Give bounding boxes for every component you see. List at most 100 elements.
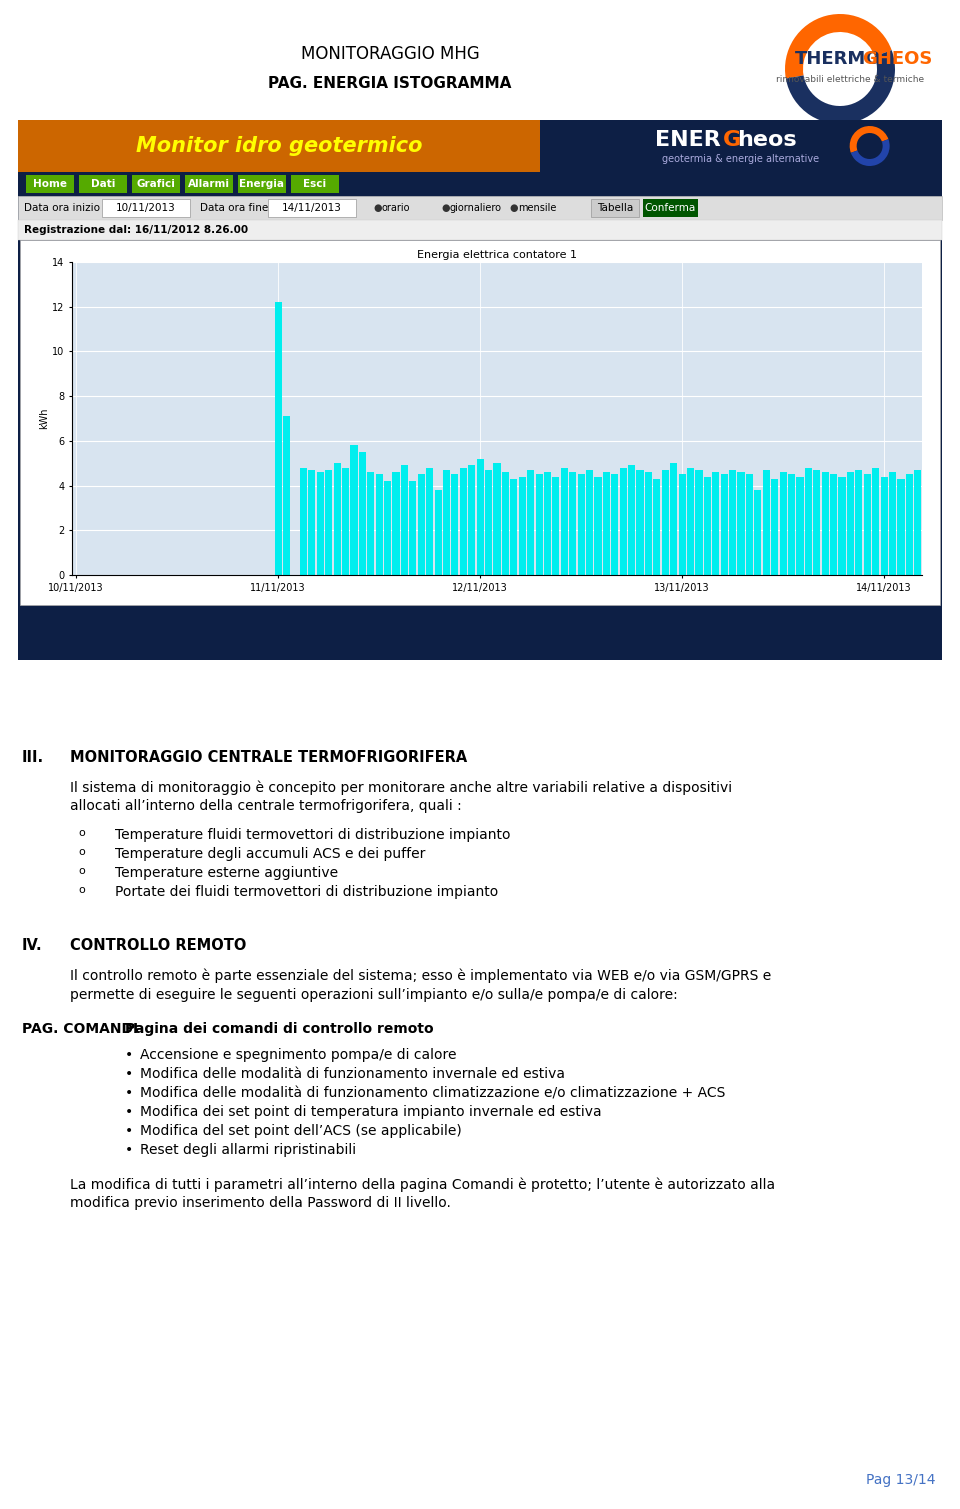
Bar	[569, 472, 576, 575]
Wedge shape	[786, 50, 895, 124]
Bar	[527, 469, 535, 575]
Bar	[813, 469, 821, 575]
Text: Data ora inizio: Data ora inizio	[24, 204, 100, 213]
Text: La modifica di tutti i parametri all’interno della pagina Comandi è protetto; l’: La modifica di tutti i parametri all’int…	[70, 1177, 775, 1192]
Bar	[185, 175, 233, 193]
Bar	[401, 465, 408, 575]
Bar	[771, 478, 779, 575]
Text: Allarmi: Allarmi	[188, 180, 230, 189]
Text: Conferma: Conferma	[644, 204, 696, 213]
Bar	[291, 175, 339, 193]
Text: Modifica delle modalità di funzionamento invernale ed estiva: Modifica delle modalità di funzionamento…	[140, 1067, 565, 1082]
Text: MONITORAGGIO CENTRALE TERMOFRIGORIFERA: MONITORAGGIO CENTRALE TERMOFRIGORIFERA	[70, 750, 468, 765]
Bar	[591, 199, 639, 217]
Bar	[619, 468, 627, 575]
Text: PAG. COMANDI: PAG. COMANDI	[22, 1022, 138, 1035]
Bar	[375, 474, 383, 575]
Text: •: •	[125, 1105, 133, 1120]
Text: Monitor idro geotermico: Monitor idro geotermico	[135, 136, 422, 155]
Bar	[830, 474, 837, 575]
Text: GHEOS: GHEOS	[862, 50, 932, 68]
Bar	[586, 469, 593, 575]
Text: •: •	[125, 1049, 133, 1062]
Text: •: •	[125, 1124, 133, 1138]
Text: Esci: Esci	[303, 180, 326, 189]
Bar	[704, 477, 711, 575]
Text: geotermia & energie alternative: geotermia & energie alternative	[662, 154, 820, 164]
Text: rinnovabili elettriche & termiche: rinnovabili elettriche & termiche	[776, 74, 924, 83]
Text: G: G	[723, 130, 741, 149]
Bar	[493, 463, 500, 575]
Bar	[612, 474, 618, 575]
Text: ●: ●	[441, 204, 449, 213]
Bar	[393, 472, 399, 575]
Text: Il sistema di monitoraggio è concepito per monitorare anche altre variabili rela: Il sistema di monitoraggio è concepito p…	[70, 780, 732, 795]
Text: Home: Home	[33, 180, 67, 189]
Bar	[822, 472, 828, 575]
Bar	[26, 175, 74, 193]
Text: THERMO: THERMO	[795, 50, 881, 68]
Bar	[435, 490, 442, 575]
Title: Energia elettrica contatore 1: Energia elettrica contatore 1	[417, 250, 577, 260]
Bar	[864, 474, 871, 575]
Text: ●: ●	[509, 204, 517, 213]
Bar	[350, 445, 357, 575]
Text: modifica previo inserimento della Password di II livello.: modifica previo inserimento della Passwo…	[70, 1197, 451, 1210]
Bar	[721, 474, 728, 575]
Bar	[755, 490, 761, 575]
Bar	[333, 463, 341, 575]
Text: heos: heos	[737, 130, 797, 149]
Bar	[300, 468, 307, 575]
Wedge shape	[785, 14, 892, 78]
Bar	[317, 472, 324, 575]
Text: ●: ●	[373, 204, 381, 213]
Bar	[342, 468, 349, 575]
Text: o: o	[78, 866, 84, 875]
Text: Dati: Dati	[91, 180, 115, 189]
Text: Tabella: Tabella	[597, 204, 634, 213]
Text: MONITORAGGIO MHG: MONITORAGGIO MHG	[300, 45, 479, 63]
Bar	[102, 199, 190, 217]
Bar	[661, 469, 669, 575]
Bar	[367, 472, 374, 575]
Bar	[384, 481, 391, 575]
Text: Portate dei fluidi termovettori di distribuzione impianto: Portate dei fluidi termovettori di distr…	[115, 884, 498, 899]
Text: Data ora fine: Data ora fine	[200, 204, 268, 213]
Text: Il controllo remoto è parte essenziale del sistema; esso è implementato via WEB : Il controllo remoto è parte essenziale d…	[70, 969, 771, 982]
Bar	[460, 468, 467, 575]
Bar	[804, 468, 812, 575]
Bar	[443, 469, 450, 575]
Bar	[518, 477, 526, 575]
Bar	[268, 199, 356, 217]
Bar	[426, 468, 433, 575]
Text: Registrazione dal: 16/11/2012 8.26.00: Registrazione dal: 16/11/2012 8.26.00	[24, 225, 248, 235]
Bar	[855, 469, 862, 575]
Bar	[628, 465, 636, 575]
Bar	[283, 416, 290, 575]
Bar	[359, 453, 366, 575]
Text: Modifica delle modalità di funzionamento climatizzazione e/o climatizzazione + A: Modifica delle modalità di funzionamento…	[140, 1086, 726, 1100]
Bar	[797, 477, 804, 575]
Text: Pagina dei comandi di controllo remoto: Pagina dei comandi di controllo remoto	[125, 1022, 434, 1035]
Text: Energia: Energia	[239, 180, 284, 189]
Bar	[712, 472, 719, 575]
Bar	[729, 469, 736, 575]
Bar	[847, 472, 854, 575]
Bar	[468, 465, 475, 575]
Text: Modifica dei set point di temperatura impianto invernale ed estiva: Modifica dei set point di temperatura im…	[140, 1105, 602, 1120]
Bar	[788, 474, 795, 575]
Bar	[914, 469, 922, 575]
Text: 10/11/2013: 10/11/2013	[116, 204, 176, 213]
Bar	[238, 175, 286, 193]
Bar	[325, 469, 332, 575]
Bar	[18, 121, 540, 172]
Y-axis label: kWh: kWh	[39, 407, 49, 429]
Text: Temperature degli accumuli ACS e dei puffer: Temperature degli accumuli ACS e dei puf…	[115, 847, 425, 862]
Bar	[511, 478, 517, 575]
Text: III.: III.	[22, 750, 44, 765]
Bar	[880, 477, 888, 575]
Text: 14/11/2013: 14/11/2013	[282, 204, 342, 213]
Bar	[18, 172, 942, 196]
Bar	[502, 472, 509, 575]
Bar	[476, 459, 484, 575]
